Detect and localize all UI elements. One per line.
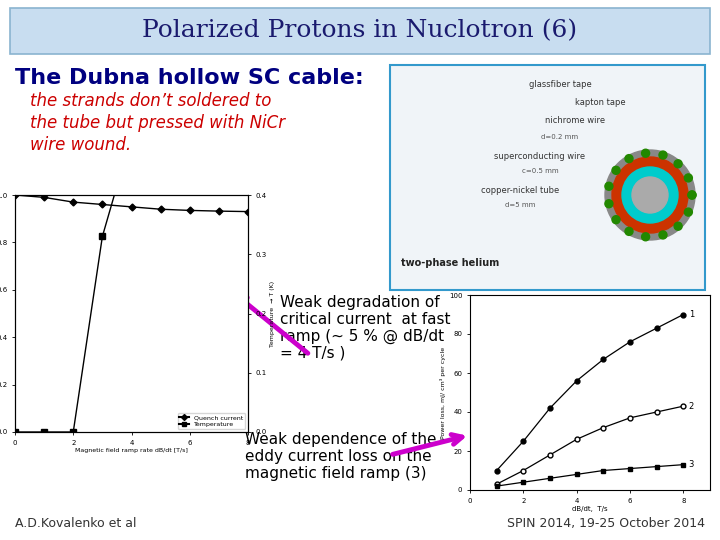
Text: 1: 1 xyxy=(688,310,694,319)
Circle shape xyxy=(612,166,620,174)
Circle shape xyxy=(688,191,696,199)
Text: 3: 3 xyxy=(688,460,694,469)
X-axis label: Magnetic field ramp rate dB/dt [T/s]: Magnetic field ramp rate dB/dt [T/s] xyxy=(75,448,188,454)
Circle shape xyxy=(625,154,633,163)
Text: The Dubna hollow SC cable:: The Dubna hollow SC cable: xyxy=(15,68,364,88)
Circle shape xyxy=(605,183,613,190)
Legend: Quench current, Temperature: Quench current, Temperature xyxy=(178,413,245,429)
Text: kapton tape: kapton tape xyxy=(575,98,625,107)
Circle shape xyxy=(605,200,613,208)
Bar xyxy=(10,8,710,54)
Circle shape xyxy=(688,191,696,199)
Circle shape xyxy=(674,222,682,230)
Circle shape xyxy=(642,149,649,157)
Text: Polarized Protons in Nuclotron (6): Polarized Protons in Nuclotron (6) xyxy=(143,19,577,43)
Text: d=0.2 mm: d=0.2 mm xyxy=(541,134,579,140)
Circle shape xyxy=(674,160,682,168)
Circle shape xyxy=(625,227,633,235)
Text: = 4 T/s ): = 4 T/s ) xyxy=(280,346,346,361)
Text: critical current  at fast: critical current at fast xyxy=(280,312,451,327)
Text: Weak degradation of: Weak degradation of xyxy=(280,295,440,310)
Text: eddy current loss on the: eddy current loss on the xyxy=(245,449,431,464)
Text: superconducting wire: superconducting wire xyxy=(495,152,585,161)
Circle shape xyxy=(642,233,649,241)
Circle shape xyxy=(632,177,668,213)
X-axis label: dB/dt,  T/s: dB/dt, T/s xyxy=(572,507,608,512)
Text: two-phase helium: two-phase helium xyxy=(401,258,499,268)
Text: the tube but pressed with NiCr: the tube but pressed with NiCr xyxy=(30,114,285,132)
Text: A.D.Kovalenko et al: A.D.Kovalenko et al xyxy=(15,517,137,530)
Text: the strands don’t soldered to: the strands don’t soldered to xyxy=(30,92,271,110)
Circle shape xyxy=(612,157,688,233)
Circle shape xyxy=(659,151,667,159)
Text: d=5 mm: d=5 mm xyxy=(505,202,535,208)
Text: 2: 2 xyxy=(688,402,694,410)
Text: nichrome wire: nichrome wire xyxy=(545,116,605,125)
Text: ramp (~ 5 % @ dB/dt: ramp (~ 5 % @ dB/dt xyxy=(280,329,444,344)
Text: c=0.5 mm: c=0.5 mm xyxy=(522,168,558,174)
Y-axis label: Temperature  → T (K): Temperature → T (K) xyxy=(270,280,274,347)
Bar xyxy=(390,65,705,290)
Text: Weak dependence of the: Weak dependence of the xyxy=(245,432,436,447)
Y-axis label: Power loss, mJ/ cm³ per cycle: Power loss, mJ/ cm³ per cycle xyxy=(440,347,446,438)
Text: SPIN 2014, 19-25 October 2014: SPIN 2014, 19-25 October 2014 xyxy=(507,517,705,530)
Text: wire wound.: wire wound. xyxy=(30,136,131,154)
Circle shape xyxy=(622,167,678,223)
Circle shape xyxy=(685,208,693,216)
Circle shape xyxy=(612,215,620,224)
Circle shape xyxy=(605,150,695,240)
Text: magnetic field ramp (3): magnetic field ramp (3) xyxy=(245,466,426,481)
Circle shape xyxy=(659,231,667,239)
Circle shape xyxy=(685,174,693,182)
Text: glassfiber tape: glassfiber tape xyxy=(528,80,591,89)
Text: copper-nickel tube: copper-nickel tube xyxy=(481,186,559,195)
